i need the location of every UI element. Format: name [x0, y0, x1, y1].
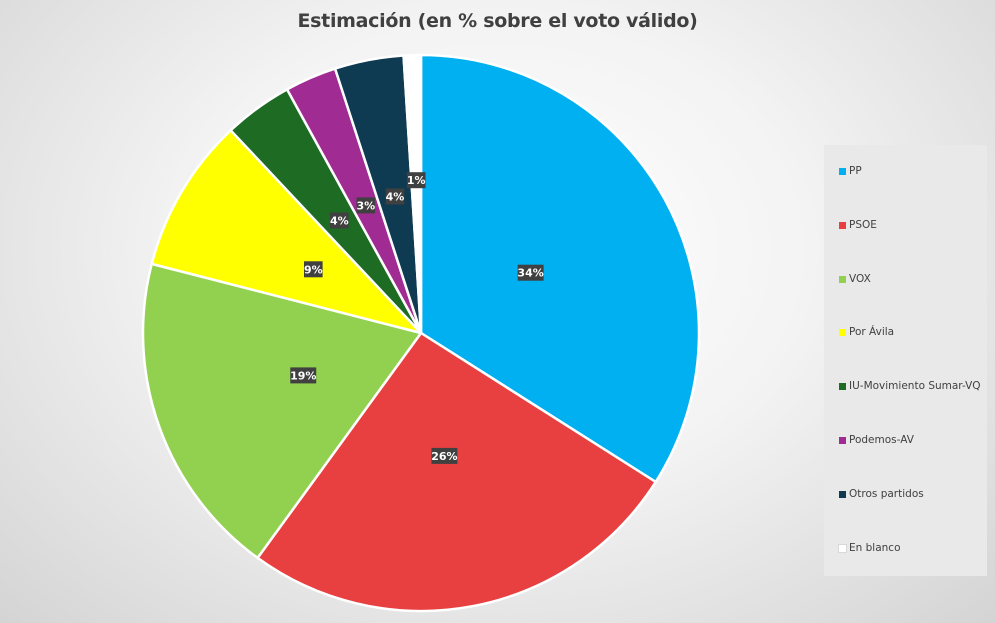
legend-label: VOX	[849, 272, 871, 285]
chart-title: Estimación (en % sobre el voto válido)	[297, 10, 698, 32]
pie-slice-en-blanco	[402, 53, 423, 335]
legend-label: Otros partidos	[849, 487, 924, 500]
data-label-box	[517, 264, 544, 281]
legend-item-podemos-av: Podemos-AV	[824, 434, 987, 488]
data-label-psoe: 26%	[431, 447, 458, 464]
data-label-en-blanco: 1%	[406, 172, 426, 189]
legend-item-otros-partidos: Otros partidos	[824, 488, 987, 542]
data-label-text: 3%	[356, 199, 375, 212]
legend-label: IU-Movimiento Sumar-VQ	[849, 380, 981, 393]
data-label-box	[304, 261, 323, 278]
legend-swatch	[839, 436, 846, 444]
data-label-text: 9%	[304, 263, 323, 276]
data-label-text: 4%	[330, 215, 349, 228]
data-label-box	[290, 367, 317, 384]
pie-slice-por-avila	[150, 129, 423, 335]
data-label-iu-movimiento-sumar-vq: 4%	[330, 212, 349, 229]
data-label-text: 26%	[431, 450, 457, 463]
data-label-podemos-av: 3%	[356, 197, 376, 214]
legend-swatch	[839, 490, 846, 498]
data-label-por-avila: 9%	[304, 261, 323, 278]
data-label-pp: 34%	[517, 264, 544, 281]
legend-item-por-avila: Por Ávila	[824, 326, 987, 380]
legend-swatch	[839, 221, 846, 229]
pie-slice-pp	[419, 53, 701, 484]
data-label-box	[330, 212, 349, 229]
data-label-box	[356, 197, 376, 214]
data-label-text: 1%	[407, 174, 426, 187]
legend-item-psoe: PSOE	[824, 219, 987, 273]
pie-data-labels: 34%26%19%9%4%3%4%1%	[290, 172, 544, 464]
legend-swatch	[839, 275, 846, 283]
legend-item-vox: VOX	[824, 273, 987, 327]
data-label-box	[385, 188, 405, 205]
legend-label: PP	[849, 165, 862, 177]
legend-swatch	[839, 168, 846, 175]
data-label-otros-partidos: 4%	[385, 188, 405, 205]
legend-swatch	[839, 329, 846, 337]
legend-label: Podemos-AV	[849, 433, 914, 446]
legend-swatch	[839, 383, 846, 391]
data-label-vox: 19%	[290, 367, 317, 384]
pie-slices	[141, 53, 701, 613]
legend: PP PSOE VOX Por Ávila IU-Movimiento Sumar-VQ…	[824, 145, 987, 576]
pie-slice-vox	[141, 262, 423, 560]
legend-item-pp: PP	[824, 165, 987, 219]
legend-label: Por Ávila	[849, 326, 895, 339]
data-label-box	[406, 172, 426, 189]
pie-slice-psoe	[256, 331, 657, 613]
legend-item-iu-movimiento-sumar-vq: IU-Movimiento Sumar-VQ	[824, 380, 987, 434]
data-label-text: 34%	[517, 267, 543, 280]
legend-swatch	[838, 543, 847, 553]
legend-label: En blanco	[849, 541, 901, 554]
data-label-box	[431, 447, 458, 464]
legend-item-en-blanco: En blanco	[824, 542, 987, 596]
legend-label: PSOE	[849, 218, 877, 231]
data-label-text: 19%	[290, 369, 316, 382]
data-label-text: 4%	[386, 191, 405, 204]
